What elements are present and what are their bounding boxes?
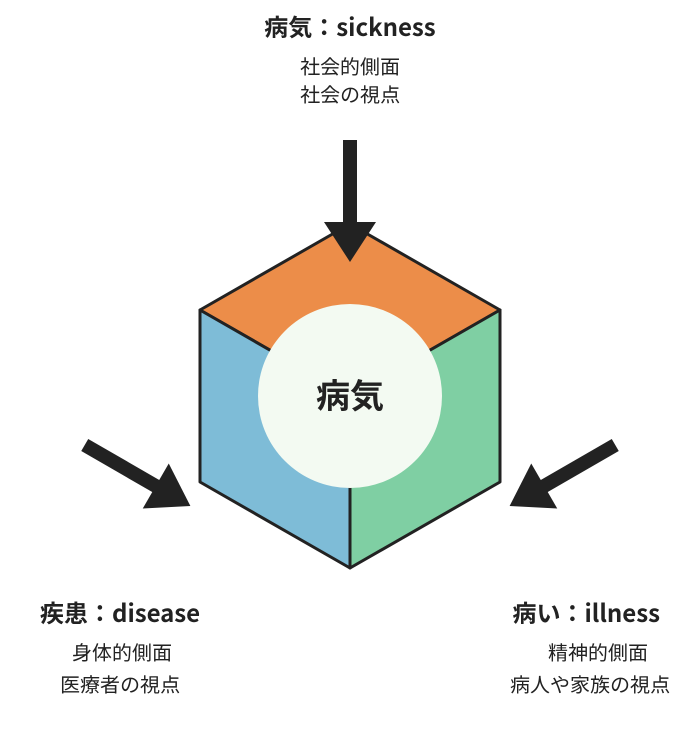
left-sub2: 医療者の視点 xyxy=(60,669,180,698)
left-sub1: 身体的側面 xyxy=(72,637,172,666)
left-title: 疾患：disease xyxy=(40,594,200,629)
arrow-left xyxy=(72,422,204,528)
diagram-stage: 病気 病気：sickness 社会的側面 社会の視点 疾患：disease 身体… xyxy=(0,0,700,730)
right-title: 病い：illness xyxy=(512,594,660,629)
center-label: 病気 xyxy=(316,369,384,418)
top-title: 病気：sickness xyxy=(264,8,436,43)
diagram-svg: 病気 病気：sickness 社会的側面 社会の視点 疾患：disease 身体… xyxy=(0,0,700,730)
top-sub1: 社会的側面 xyxy=(300,51,400,80)
right-sub1: 精神的側面 xyxy=(548,637,648,666)
arrow-right xyxy=(497,422,629,528)
right-sub2: 病人や家族の視点 xyxy=(510,669,670,698)
top-sub2: 社会の視点 xyxy=(300,79,400,108)
